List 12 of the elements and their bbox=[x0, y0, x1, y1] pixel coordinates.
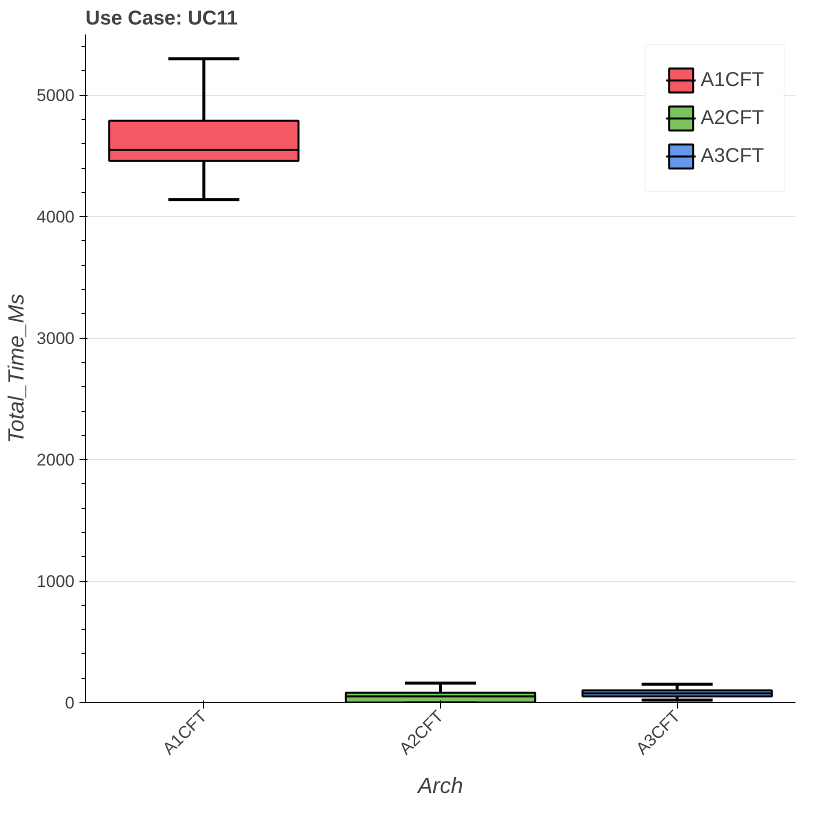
legend-label: A3CFT bbox=[700, 144, 764, 168]
chart-title: Use Case: UC11 bbox=[86, 8, 238, 30]
y-tick-label: 0 bbox=[65, 694, 75, 712]
x-axis-title: Arch bbox=[416, 772, 464, 798]
y-tick-label: 2000 bbox=[36, 450, 75, 470]
y-tick-label: 5000 bbox=[36, 86, 75, 106]
legend-label: A1CFT bbox=[700, 68, 764, 92]
y-tick-label: 4000 bbox=[36, 208, 75, 227]
legend-label: A2CFT bbox=[700, 106, 764, 130]
y-tick-label: 3000 bbox=[36, 329, 75, 348]
y-tick-label: 1000 bbox=[36, 572, 75, 592]
y-axis-title: Total_Time_Ms bbox=[4, 294, 29, 444]
